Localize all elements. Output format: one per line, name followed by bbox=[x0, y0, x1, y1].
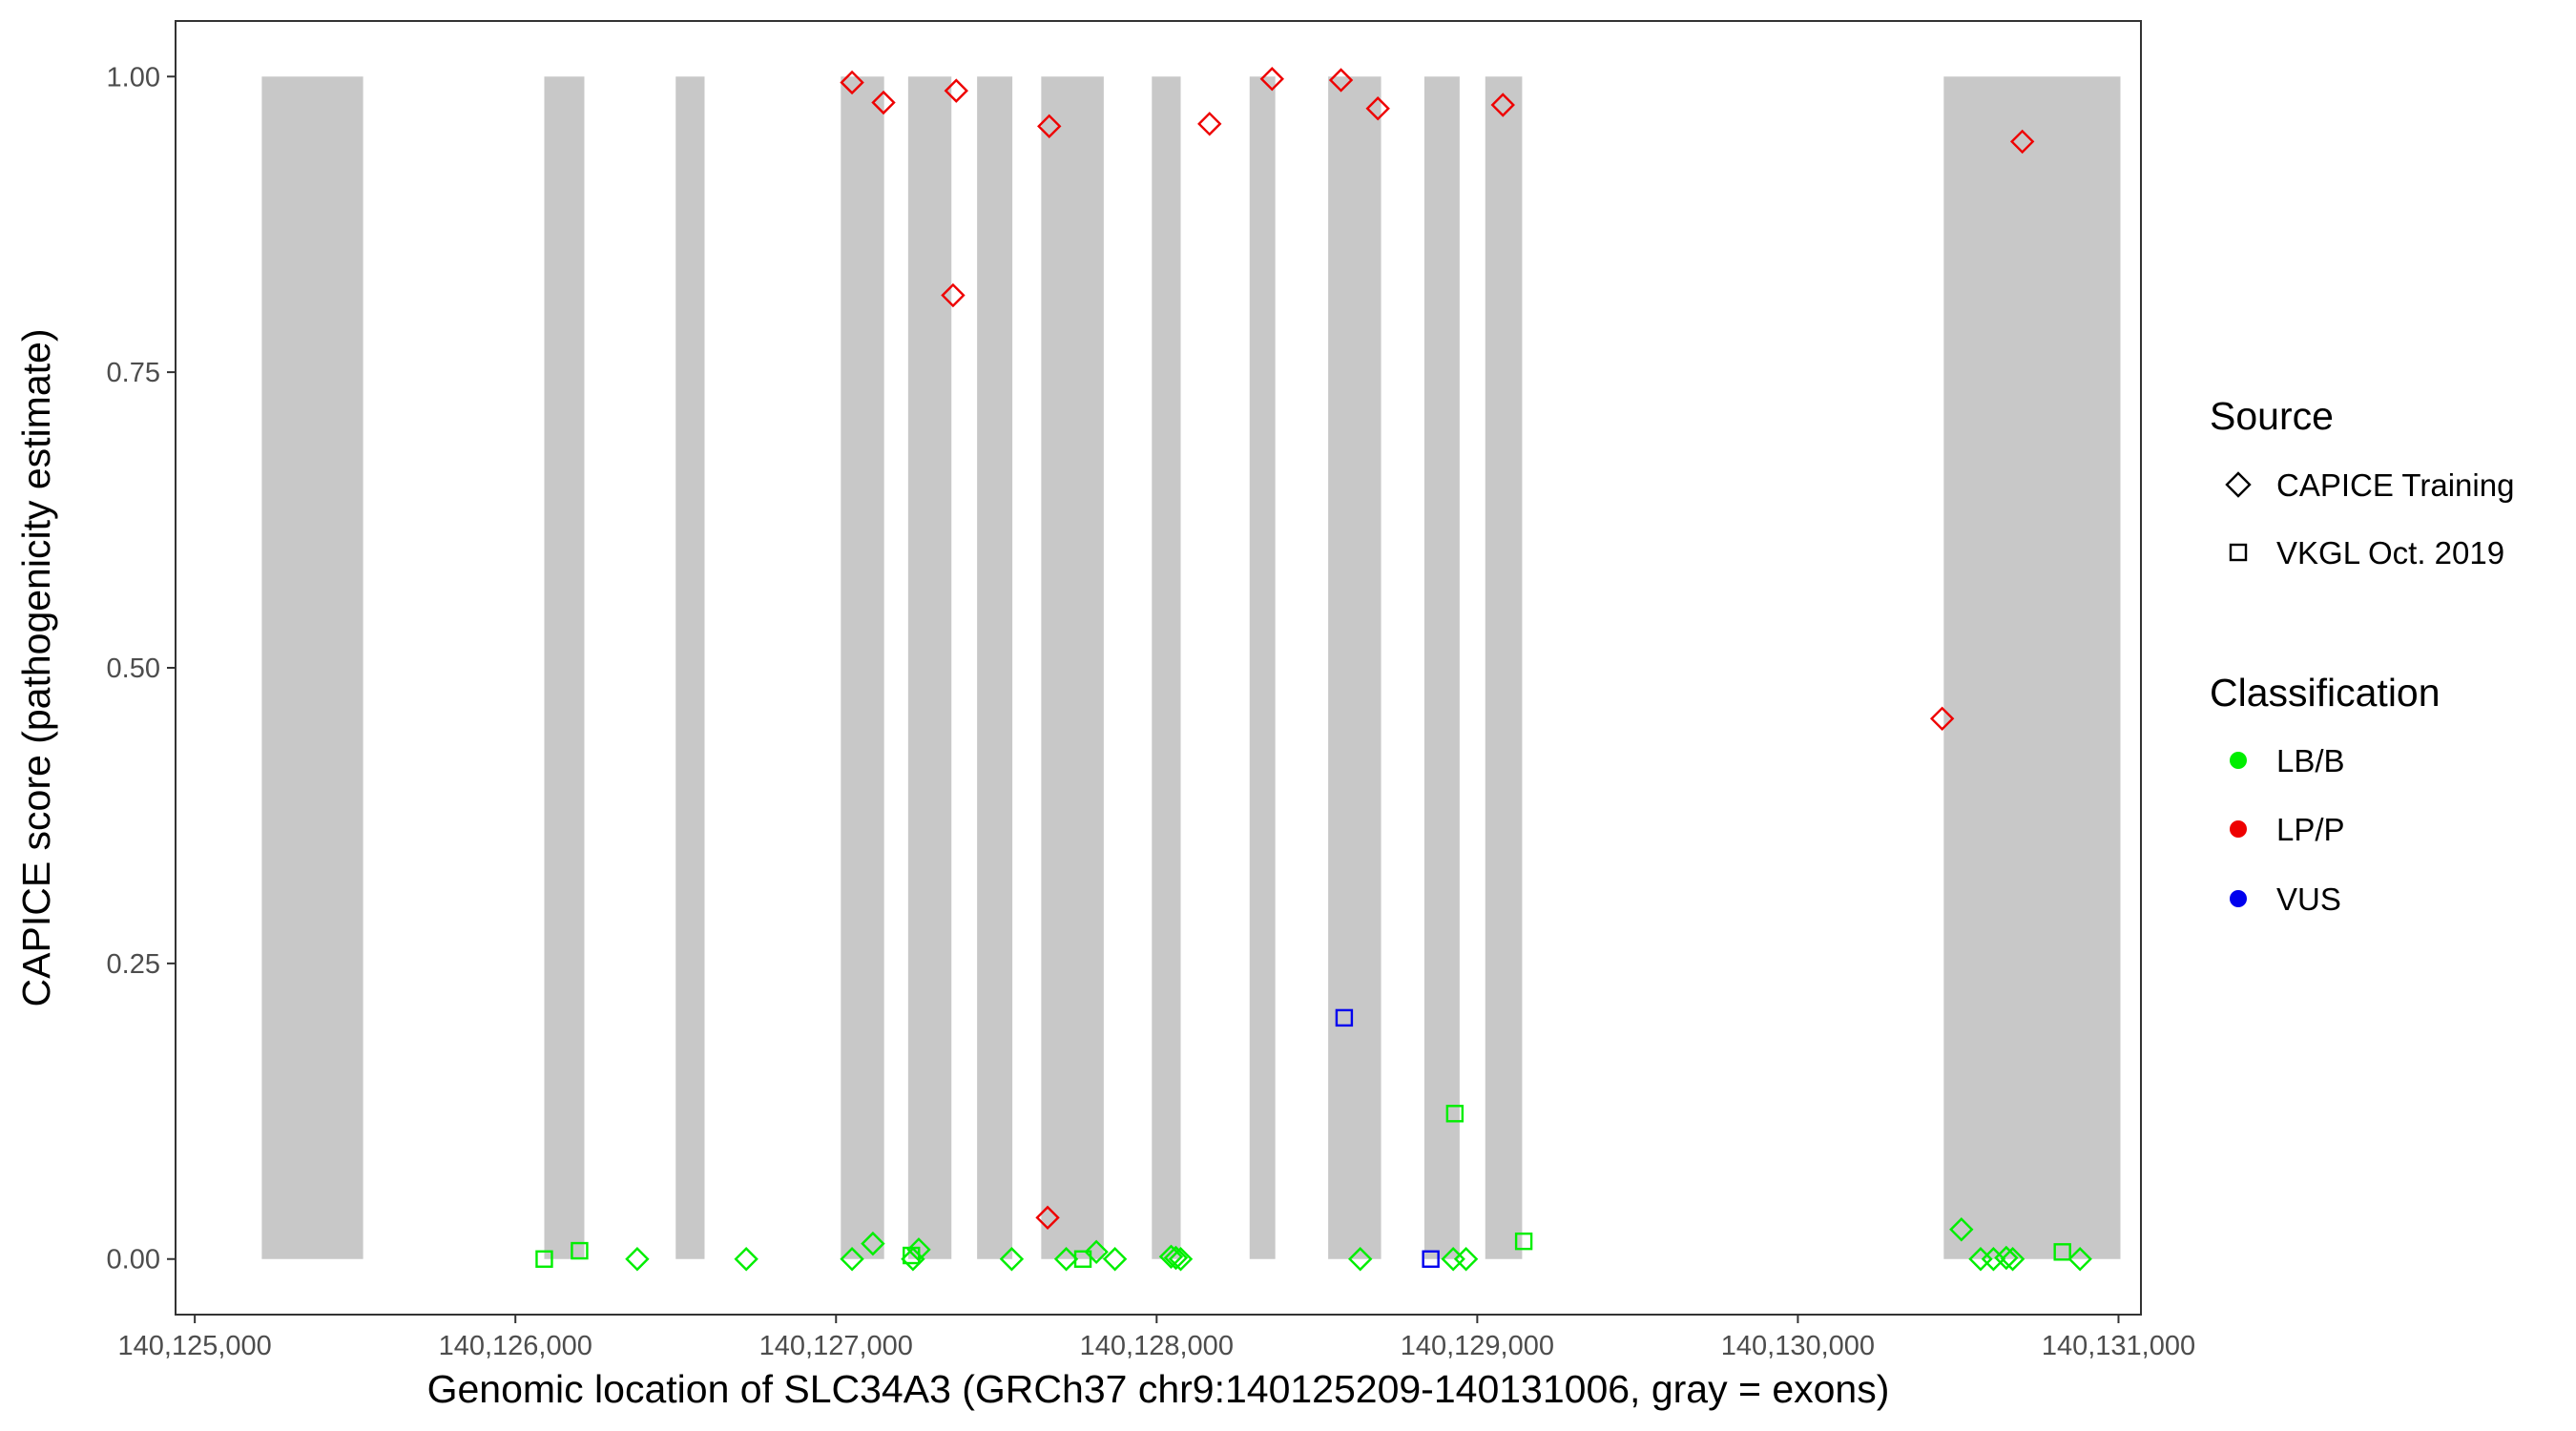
point-diamond bbox=[1490, 93, 1515, 117]
point-diamond bbox=[1365, 96, 1390, 121]
red-dot-icon bbox=[2230, 820, 2247, 838]
point-square bbox=[1422, 1250, 1440, 1268]
point-square bbox=[903, 1246, 921, 1265]
x-tick-label: 140,126,000 bbox=[439, 1331, 592, 1361]
exon-regions bbox=[261, 76, 2121, 1259]
y-tick-label: 0.25 bbox=[107, 949, 160, 980]
point-diamond bbox=[1949, 1217, 1974, 1242]
point-diamond bbox=[2000, 1247, 2025, 1272]
green-dot-icon bbox=[2230, 752, 2247, 769]
point-diamond bbox=[625, 1247, 650, 1272]
point-diamond bbox=[1453, 1247, 1479, 1272]
x-axis-title: Genomic location of SLC34A3 (GRCh37 chr9… bbox=[427, 1367, 1890, 1411]
y-axis-title: CAPICE score (pathogenicity estimate) bbox=[14, 329, 58, 1007]
point-diamond bbox=[999, 1247, 1025, 1272]
point-diamond bbox=[2009, 129, 2035, 155]
point-square bbox=[2053, 1243, 2071, 1261]
y-tick-label: 0.00 bbox=[107, 1245, 160, 1275]
legend-class-label: LB/B bbox=[2276, 743, 2345, 778]
point-diamond bbox=[1259, 67, 1284, 92]
exon-region bbox=[907, 76, 952, 1259]
legend-source-title: Source bbox=[2210, 394, 2334, 438]
legend-class-item-lbb: LB/B bbox=[2230, 743, 2345, 778]
x-axis: 140,125,000 140,126,000 140,127,000 140,128… bbox=[118, 1315, 2195, 1361]
point-diamond bbox=[840, 1247, 864, 1272]
exon-region bbox=[1328, 76, 1381, 1259]
legend-source-label: VKGL Oct. 2019 bbox=[2276, 535, 2504, 570]
legend-classification-title: Classification bbox=[2210, 671, 2441, 715]
point-diamond bbox=[1328, 68, 1354, 93]
point-diamond bbox=[861, 1231, 885, 1256]
point-square bbox=[571, 1241, 589, 1260]
point-diamond bbox=[1197, 112, 1222, 136]
point-diamond bbox=[941, 282, 966, 308]
point-diamond bbox=[1035, 1205, 1060, 1231]
legend-class-label: VUS bbox=[2276, 881, 2341, 917]
y-tick-label: 1.00 bbox=[107, 62, 160, 93]
exon-region bbox=[1423, 76, 1460, 1259]
exon-region bbox=[1041, 76, 1104, 1259]
x-tick-label: 140,130,000 bbox=[1721, 1331, 1875, 1361]
exon-region bbox=[1485, 76, 1523, 1259]
legend: Source CAPICE Training VKGL Oct. 2019 Cl… bbox=[2210, 394, 2514, 917]
point-diamond bbox=[871, 90, 896, 115]
exon-region bbox=[544, 76, 585, 1259]
point-diamond bbox=[1929, 706, 1955, 731]
legend-source-item-vkgl: VKGL Oct. 2019 bbox=[2229, 535, 2504, 570]
point-diamond bbox=[2067, 1247, 2092, 1272]
legend-class-label: LP/P bbox=[2276, 812, 2345, 847]
data-points bbox=[535, 67, 2092, 1272]
x-tick-label: 140,127,000 bbox=[759, 1331, 913, 1361]
point-square bbox=[1335, 1008, 1354, 1027]
point-diamond bbox=[944, 78, 968, 103]
point-diamond bbox=[1053, 1247, 1079, 1272]
point-square bbox=[1445, 1105, 1465, 1123]
point-diamond bbox=[1981, 1247, 2006, 1272]
x-tick-label: 140,125,000 bbox=[118, 1331, 272, 1361]
blue-dot-icon bbox=[2230, 890, 2247, 907]
point-diamond bbox=[1168, 1247, 1194, 1272]
diamond-icon bbox=[2225, 471, 2252, 498]
point-diamond bbox=[1084, 1239, 1109, 1265]
point-diamond bbox=[1348, 1247, 1373, 1272]
point-diamond bbox=[734, 1247, 758, 1272]
legend-source-label: CAPICE Training bbox=[2276, 467, 2514, 503]
point-square bbox=[1514, 1232, 1533, 1251]
y-tick-label: 0.75 bbox=[107, 358, 160, 388]
point-square bbox=[535, 1250, 553, 1268]
legend-class-item-lpp: LP/P bbox=[2230, 812, 2345, 847]
legend-source-item-capice: CAPICE Training bbox=[2225, 467, 2514, 503]
exon-region bbox=[675, 76, 705, 1259]
point-diamond bbox=[1102, 1247, 1128, 1272]
exon-region bbox=[261, 76, 364, 1259]
exon-region bbox=[1152, 76, 1181, 1259]
legend-class-item-vus: VUS bbox=[2230, 881, 2341, 917]
point-diamond bbox=[1994, 1245, 2019, 1271]
x-tick-label: 140,129,000 bbox=[1401, 1331, 1554, 1361]
y-tick-label: 0.50 bbox=[107, 653, 160, 684]
point-diamond bbox=[1163, 1245, 1189, 1271]
point-diamond bbox=[840, 70, 864, 95]
x-tick-label: 140,131,000 bbox=[2042, 1331, 2195, 1361]
exon-region bbox=[977, 76, 1013, 1259]
square-icon bbox=[2229, 543, 2248, 562]
x-tick-label: 140,128,000 bbox=[1080, 1331, 1234, 1361]
y-axis: 0.00 0.25 0.50 0.75 1.00 bbox=[107, 62, 176, 1275]
point-diamond bbox=[1158, 1244, 1184, 1269]
point-square bbox=[1073, 1250, 1092, 1268]
point-diamond bbox=[1037, 114, 1062, 139]
exon-region bbox=[1943, 76, 2121, 1259]
exon-region bbox=[841, 76, 884, 1259]
exon-region bbox=[1249, 76, 1276, 1259]
